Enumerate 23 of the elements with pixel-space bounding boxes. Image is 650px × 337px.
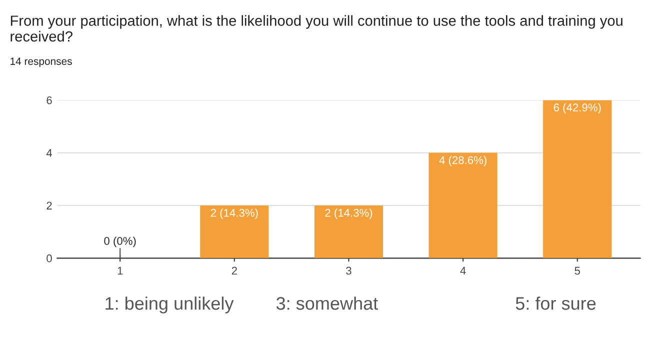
- text: 3: somewhat: [276, 296, 378, 310]
- bar: [543, 100, 612, 258]
- data-label: 2 (14.3%): [325, 208, 372, 219]
- x-tick-label: 1: [118, 266, 123, 275]
- x-tick-label: 2: [232, 266, 237, 275]
- text: 1: being unlikely: [106, 296, 234, 314]
- bar: [200, 205, 269, 258]
- y-tick-label: 4: [46, 149, 52, 157]
- chart-subtitle: 14 responses: [10, 58, 72, 67]
- x-tick-label: 4: [460, 266, 466, 275]
- bar: [428, 152, 498, 258]
- data-label: 6 (42.9%): [554, 103, 601, 114]
- x-tick-label: 3: [346, 266, 352, 275]
- data-label: 4 (28.6%): [439, 156, 486, 166]
- bar: [314, 205, 384, 258]
- y-tick-label: 0: [46, 254, 52, 262]
- y-tick-label: 6: [46, 96, 52, 104]
- chart-title: From your participation, what is the likelihood you will continue to use the tools and training you received?: [10, 15, 622, 42]
- text: 5: for sure: [516, 296, 596, 310]
- x-tick-label: 5: [574, 266, 580, 275]
- data-label: 2 (14.3%): [210, 208, 258, 219]
- data-label: 0 (0%): [104, 236, 136, 248]
- y-tick-label: 2: [46, 202, 52, 210]
